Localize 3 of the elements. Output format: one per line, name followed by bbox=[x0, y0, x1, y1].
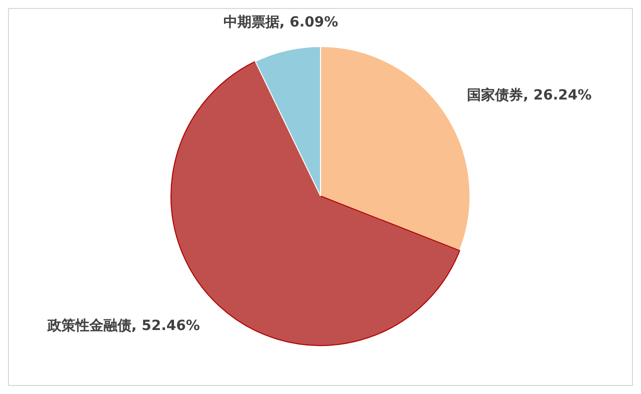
slice-label: 国家债券, 26.24% bbox=[467, 86, 592, 104]
slice-label: 中期票据, 6.09% bbox=[223, 14, 338, 31]
slice-label: 政策性金融债, 52.46% bbox=[46, 318, 200, 334]
